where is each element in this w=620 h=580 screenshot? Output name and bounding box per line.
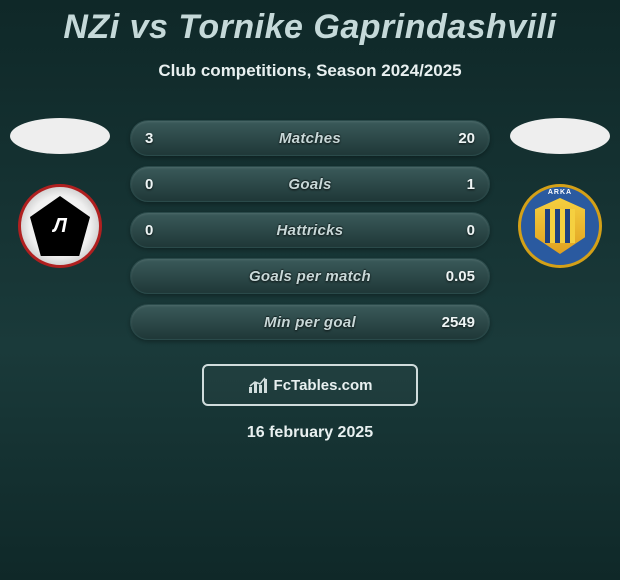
right-badge-stripes bbox=[545, 209, 575, 243]
footer-date: 16 february 2025 bbox=[130, 424, 490, 442]
stat-row-goals-per-match: Goals per match 0.05 bbox=[130, 258, 490, 294]
stat-label: Goals bbox=[131, 176, 489, 193]
left-player-col: Л bbox=[10, 118, 110, 268]
stat-label: Min per goal bbox=[131, 314, 489, 331]
stat-right-value: 0 bbox=[467, 222, 475, 239]
stat-row-hattricks: 0 Hattricks 0 bbox=[130, 212, 490, 248]
subtitle: Club competitions, Season 2024/2025 bbox=[0, 61, 620, 81]
page-title: NZi vs Tornike Gaprindashvili bbox=[0, 0, 620, 47]
right-player-col: ARKA bbox=[510, 118, 610, 268]
stat-right-value: 0.05 bbox=[446, 268, 475, 285]
stat-left-value: 0 bbox=[145, 222, 153, 239]
brand-text: FcTables.com bbox=[274, 377, 373, 394]
stat-row-min-per-goal: Min per goal 2549 bbox=[130, 304, 490, 340]
left-badge-letter: Л bbox=[30, 196, 90, 256]
left-player-avatar bbox=[10, 118, 110, 154]
right-badge-ring: ARKA bbox=[521, 189, 599, 196]
left-team-badge: Л bbox=[18, 184, 102, 268]
stat-label: Goals per match bbox=[131, 268, 489, 285]
stat-label: Matches bbox=[131, 130, 489, 147]
footer-area: FcTables.com 16 february 2025 bbox=[130, 350, 490, 442]
brand-box[interactable]: FcTables.com bbox=[202, 364, 418, 406]
stat-left-value: 3 bbox=[145, 130, 153, 147]
stat-left-value: 0 bbox=[145, 176, 153, 193]
stat-right-value: 1 bbox=[467, 176, 475, 193]
stats-list: 3 Matches 20 0 Goals 1 0 Hattricks 0 Goa… bbox=[130, 120, 490, 350]
right-team-badge: ARKA bbox=[518, 184, 602, 268]
stat-row-matches: 3 Matches 20 bbox=[130, 120, 490, 156]
stat-right-value: 2549 bbox=[442, 314, 475, 331]
brand-chart-icon bbox=[248, 375, 268, 395]
stat-right-value: 20 bbox=[458, 130, 475, 147]
right-player-avatar bbox=[510, 118, 610, 154]
stat-row-goals: 0 Goals 1 bbox=[130, 166, 490, 202]
stat-label: Hattricks bbox=[131, 222, 489, 239]
right-badge-shield bbox=[535, 198, 585, 254]
